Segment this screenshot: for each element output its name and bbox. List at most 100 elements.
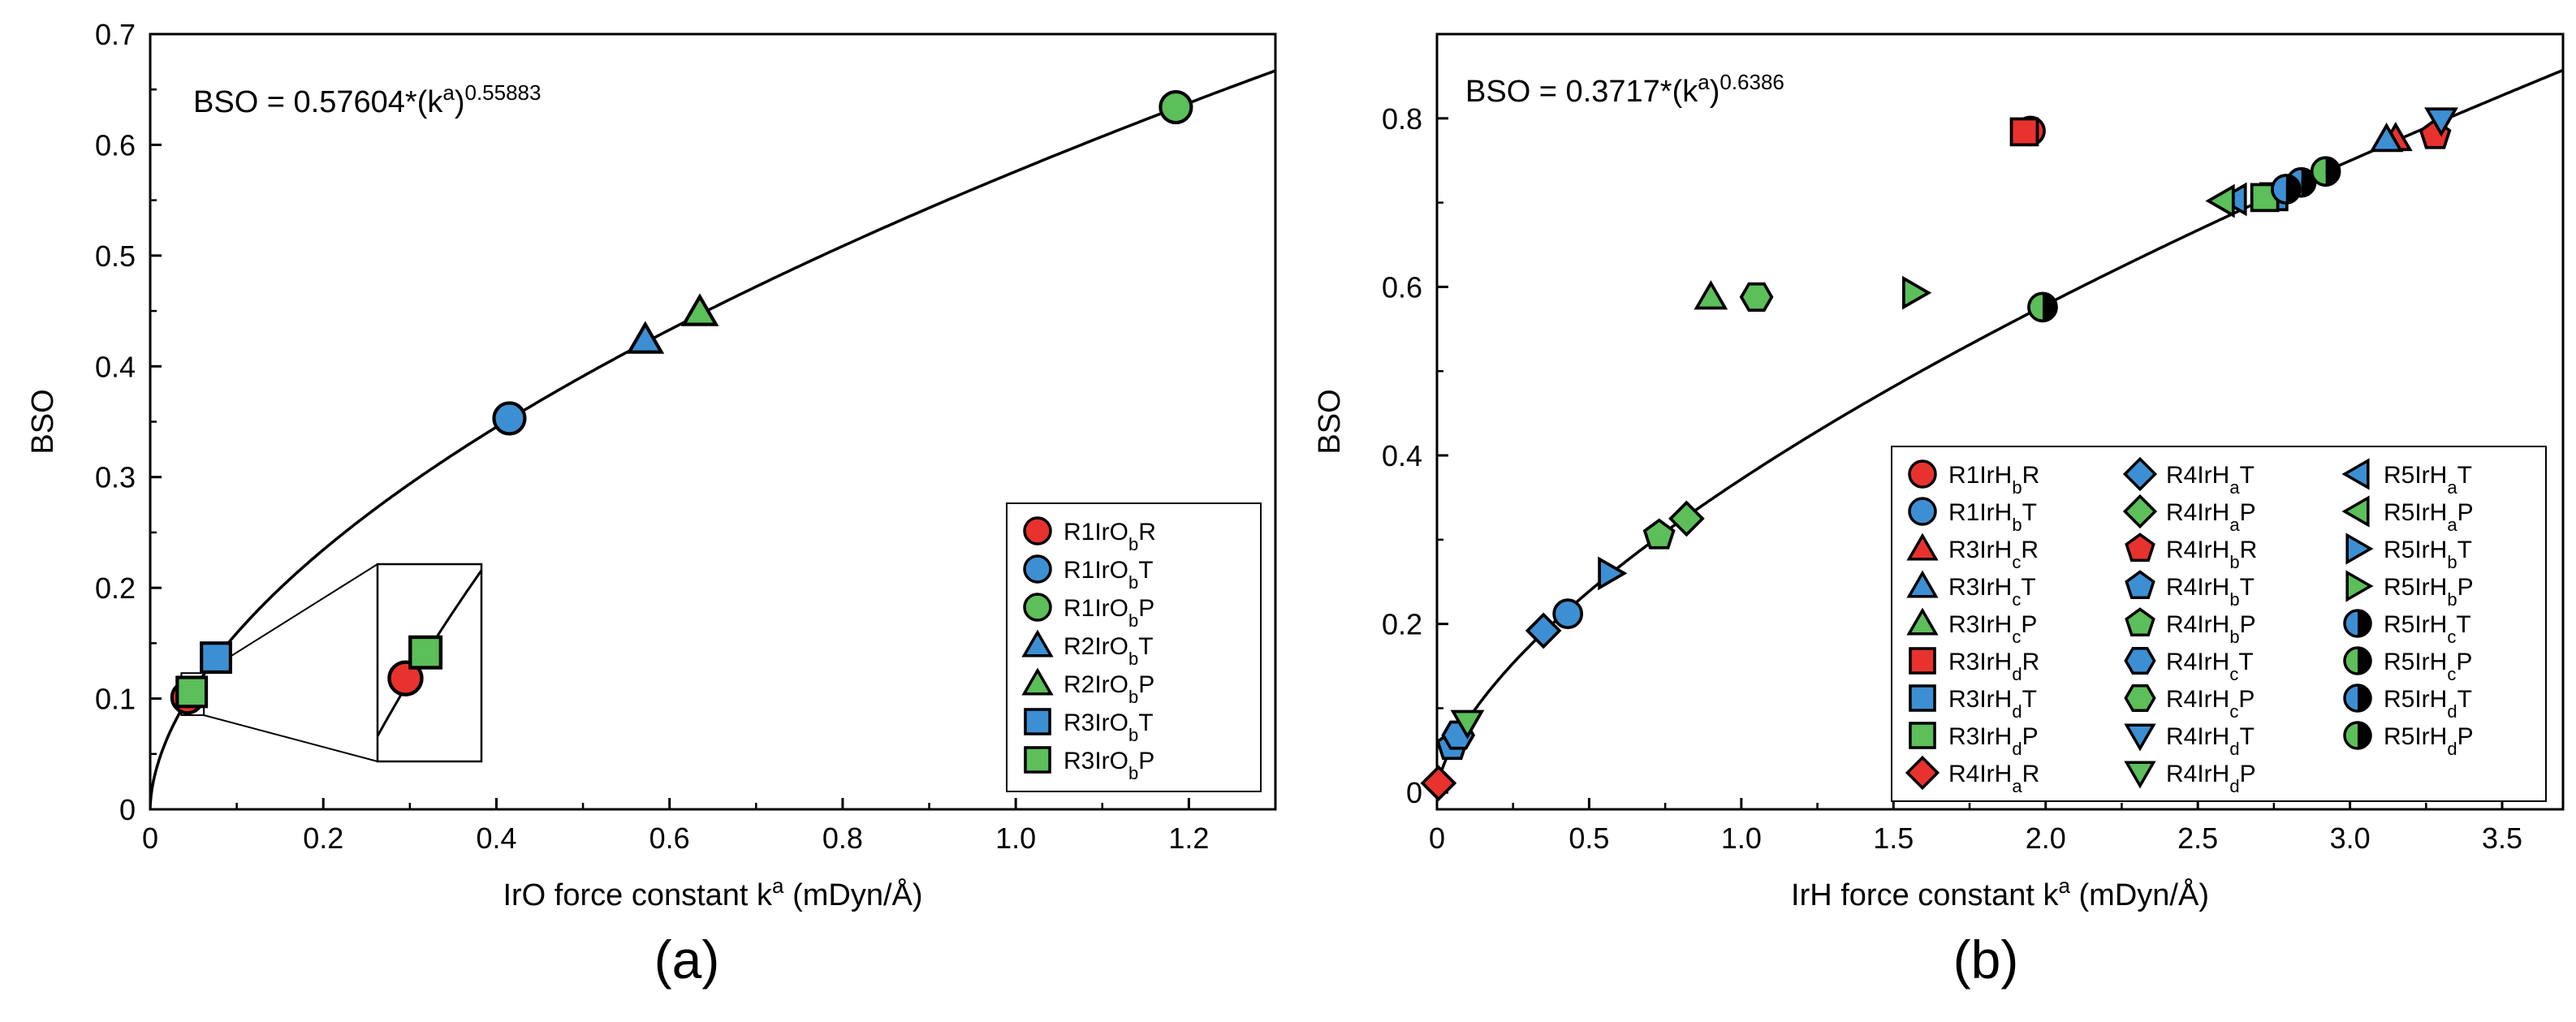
legend-item: R4IrHcP bbox=[2124, 684, 2255, 722]
x-tick-label: 2.5 bbox=[2177, 821, 2218, 855]
legend-item: R4IrHaR bbox=[1905, 755, 2039, 796]
legend-item: R2IrObP bbox=[1021, 667, 1154, 707]
marker-outline bbox=[2343, 609, 2372, 638]
legend-label: R3IrHcP bbox=[1948, 611, 2037, 647]
fit-equation: BSO = 0.57604*(ka)0.55883 bbox=[193, 80, 541, 119]
x-tick-label: 0 bbox=[142, 821, 158, 855]
y-tick-label: 0 bbox=[119, 793, 136, 826]
legend-label: R5IrHaP bbox=[2384, 499, 2474, 535]
legend-item: R3IrHcP bbox=[1906, 607, 2037, 647]
legend-item: R3IrObT bbox=[1024, 708, 1154, 745]
legend-item: R4IrHdT bbox=[2124, 723, 2255, 759]
legend-marker-R3IrObT bbox=[1024, 708, 1051, 735]
x-tick-label: 2.0 bbox=[2026, 821, 2066, 855]
legend-item: R3IrObP bbox=[1024, 746, 1154, 783]
plot-frame bbox=[1435, 32, 2565, 811]
fit-equation: BSO = 0.3717*(ka)0.6386 bbox=[1465, 70, 1784, 109]
legend-item: R5IrHdT bbox=[2343, 683, 2472, 722]
y-axis-title: BSO bbox=[1313, 389, 1347, 454]
x-axis: 0 0.2 0.4 0.6 0.8 1.0 1.2 bbox=[142, 798, 1209, 855]
data-point-R4IrHdT bbox=[2424, 107, 2458, 137]
data-point-R4IrHaR bbox=[1420, 765, 1457, 802]
data-point-R5IrHdP bbox=[2027, 291, 2058, 323]
legend-label: R1IrHbT bbox=[1948, 499, 2037, 535]
y-tick-label: 0.8 bbox=[1382, 102, 1422, 136]
y-tick-label: 0.6 bbox=[1382, 270, 1422, 304]
y-tick-label: 0.4 bbox=[95, 350, 136, 383]
legend-label: R5IrHdT bbox=[2384, 686, 2472, 722]
data-point-R3IrHcP bbox=[1694, 280, 1728, 310]
y-tick-label: 0.1 bbox=[95, 683, 136, 716]
legend-marker-R4IrHaP bbox=[2122, 494, 2158, 529]
legend-marker-R3IrHcR bbox=[1906, 533, 1939, 561]
legend-label: R3IrObP bbox=[1064, 748, 1154, 783]
legend-item: R3IrHcT bbox=[1906, 570, 2036, 610]
legend-item: R5IrHcT bbox=[2343, 609, 2471, 647]
zoom-inset bbox=[180, 563, 483, 763]
x-tick-label: 0.2 bbox=[303, 821, 343, 855]
data-point-R5IrHdT bbox=[2271, 174, 2302, 205]
legend-item: R3IrHcR bbox=[1906, 533, 2039, 572]
legend-item: R1IrHbT bbox=[1908, 497, 2037, 535]
x-tick-label: 3.0 bbox=[2330, 821, 2371, 855]
x-tick-label: 0 bbox=[1429, 821, 1445, 855]
legend-item: R5IrHaP bbox=[2341, 495, 2474, 535]
legend-item: R5IrHdP bbox=[2343, 721, 2474, 759]
legend-marker-R4IrHcP bbox=[2124, 684, 2156, 712]
legend-label: R3IrObT bbox=[1064, 709, 1154, 745]
legend-label: R5IrHdP bbox=[2384, 723, 2474, 759]
zoom-connector bbox=[203, 714, 378, 762]
legend-item: R5IrHcP bbox=[2343, 646, 2472, 684]
legend-marker-R4IrHbT bbox=[2125, 570, 2155, 599]
legend-label: R4IrHbP bbox=[2166, 611, 2256, 647]
legend-label: R5IrHaT bbox=[2384, 462, 2472, 498]
legend-label: R4IrHdT bbox=[2166, 723, 2255, 759]
legend-marker-R3IrHdR bbox=[1909, 647, 1936, 675]
y-axis: 0 0.2 0.4 0.6 0.8 bbox=[1382, 102, 1448, 809]
legend-item: R2IrObT bbox=[1021, 629, 1154, 669]
legend-marker-R4IrHbR bbox=[2125, 533, 2155, 562]
legend-item: R3IrHdR bbox=[1909, 647, 2039, 684]
legend-marker-R5IrHdT bbox=[2343, 683, 2372, 713]
data-point-R4IrHaP bbox=[1668, 500, 1705, 537]
legend-item: R4IrHaT bbox=[2122, 456, 2255, 498]
data-point-R1IrObP bbox=[1159, 89, 1193, 125]
data-point-R1IrObT bbox=[492, 401, 527, 436]
y-tick-label: 0.5 bbox=[95, 239, 136, 273]
marker-outline bbox=[2343, 721, 2372, 750]
legend-item: R4IrHbT bbox=[2125, 570, 2255, 610]
x-tick-label: 1.0 bbox=[995, 821, 1036, 855]
legend-label: R1IrHbR bbox=[1948, 462, 2039, 498]
y-axis-title: BSO bbox=[26, 389, 60, 454]
legend-item: R5IrHbP bbox=[2345, 570, 2474, 610]
legend-marker-R5IrHbP bbox=[2345, 570, 2374, 602]
panel-label: (b) bbox=[1953, 929, 2019, 990]
legend-marker-R1IrHbR bbox=[1908, 459, 1937, 489]
legend-marker-R2IrObT bbox=[1021, 629, 1054, 658]
legend-label: R4IrHcP bbox=[2166, 686, 2255, 722]
legend-marker-R5IrHcT bbox=[2343, 609, 2372, 638]
marker-outline bbox=[2343, 683, 2372, 713]
legend-marker-R3IrHcP bbox=[1906, 607, 1939, 636]
legend-marker-R4IrHaT bbox=[2122, 456, 2158, 492]
legend-item: R4IrHdP bbox=[2124, 761, 2256, 796]
data-points bbox=[170, 89, 1193, 715]
data-point-R5IrHcP bbox=[2310, 156, 2341, 188]
legend-label: R3IrHcT bbox=[1948, 574, 2036, 610]
legend-label: R1IrObR bbox=[1064, 519, 1156, 554]
marker-outline bbox=[2310, 156, 2341, 188]
legend-marker-R3IrHcT bbox=[1906, 570, 1939, 598]
legend-item: R3IrHdT bbox=[1909, 684, 2037, 722]
data-point-R5IrHaP bbox=[2205, 183, 2235, 218]
data-point-R3IrObP bbox=[175, 675, 209, 709]
legend-item: R4IrHbP bbox=[2125, 607, 2256, 647]
legend-label: R2IrObP bbox=[1064, 671, 1154, 707]
y-tick-label: 0.7 bbox=[95, 18, 136, 51]
y-tick-label: 0.6 bbox=[95, 128, 136, 162]
legend-marker-R1IrObP bbox=[1023, 593, 1052, 622]
data-point-R3IrHcT bbox=[2369, 123, 2404, 153]
legend-marker-R5IrHbT bbox=[2345, 533, 2374, 565]
legend-marker-R4IrHaR bbox=[1905, 755, 1940, 791]
legend-label: R3IrHcR bbox=[1948, 537, 2039, 572]
